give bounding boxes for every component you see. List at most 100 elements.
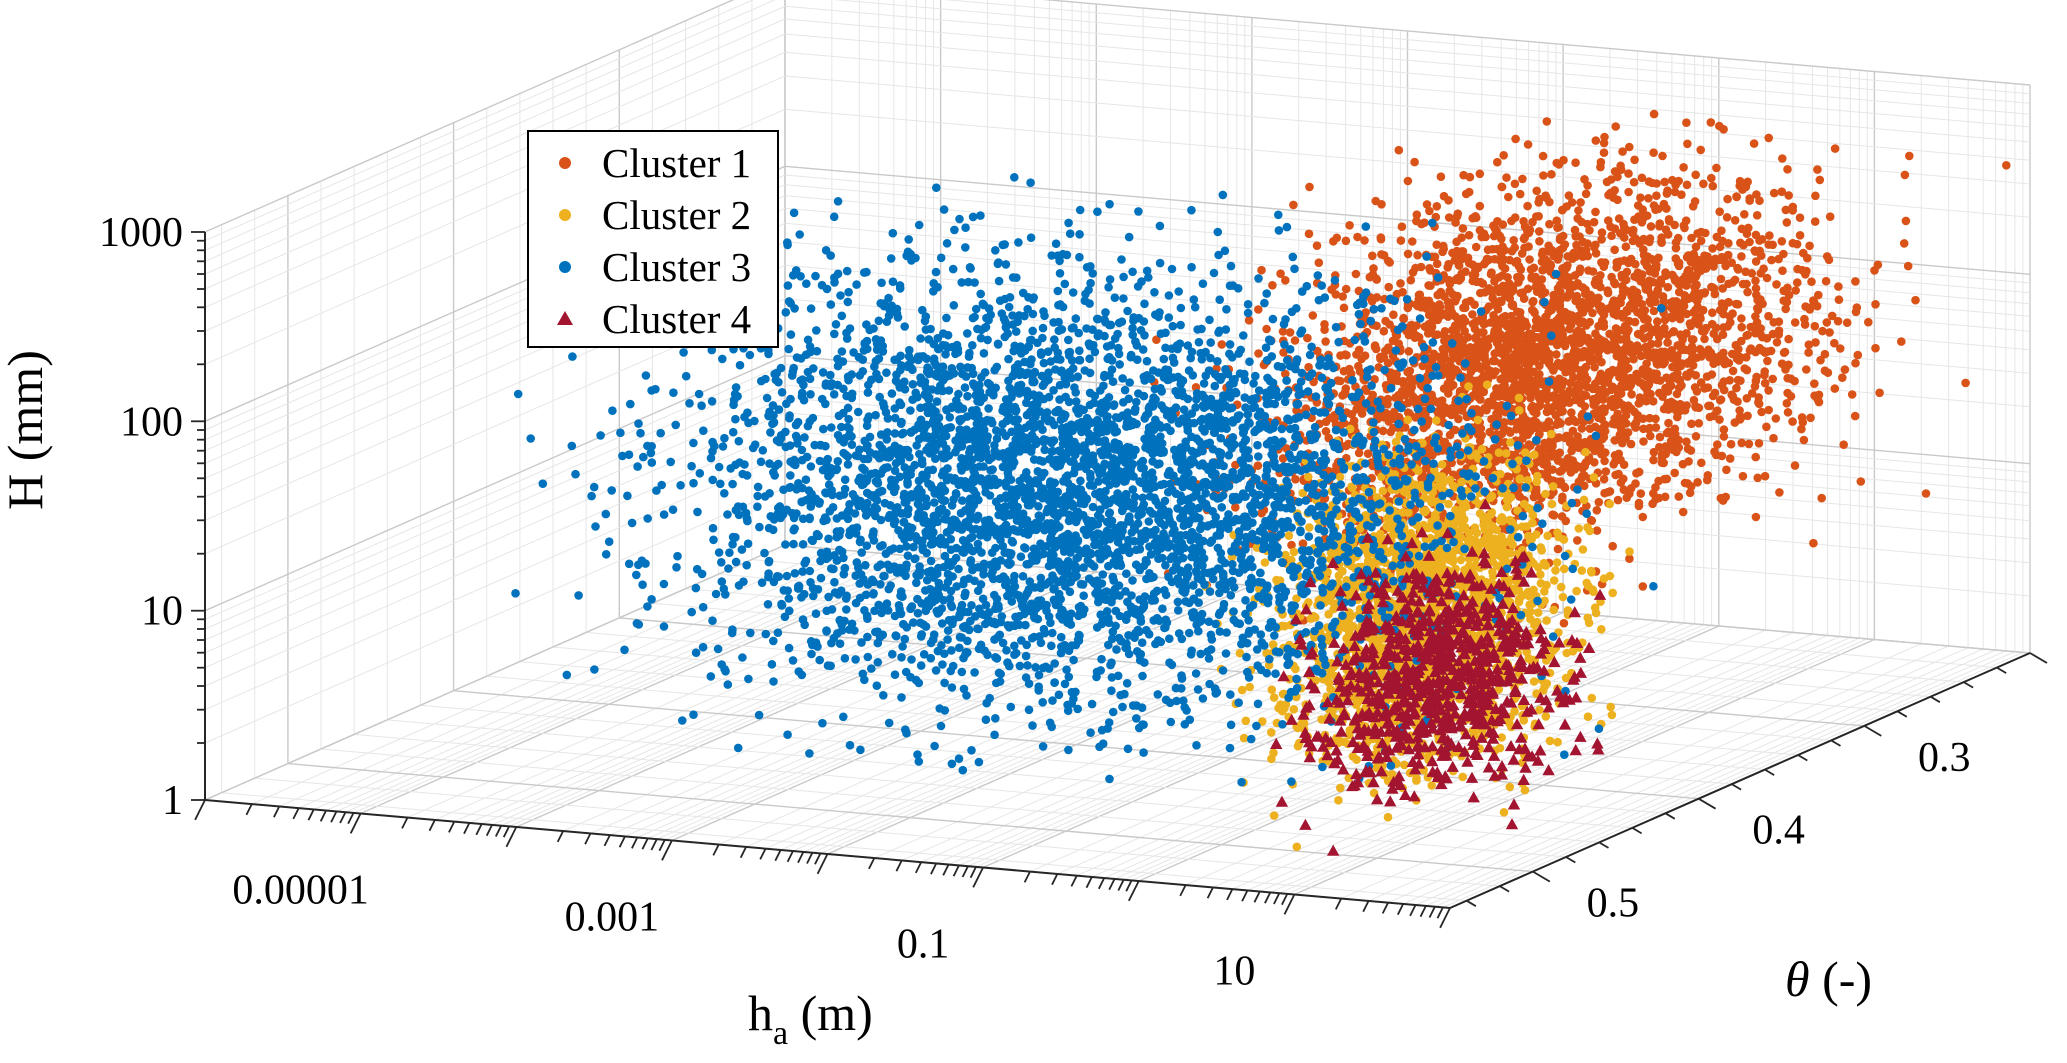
point-cluster-2 [1559, 535, 1569, 544]
gridline [944, 0, 2031, 95]
point-cluster-1 [1556, 419, 1565, 428]
point-cluster-1 [1537, 335, 1547, 345]
point-cluster-1 [1544, 307, 1553, 317]
point-cluster-1 [1727, 390, 1736, 400]
point-cluster-1 [1511, 338, 1521, 348]
point-cluster-1 [1807, 277, 1816, 287]
point-cluster-1 [1471, 212, 1480, 221]
point-cluster-2 [1241, 716, 1251, 726]
point-cluster-1 [1410, 157, 1419, 167]
point-cluster-1 [1781, 304, 1790, 314]
point-cluster-1 [1562, 202, 1571, 211]
point-cluster-1 [1834, 282, 1843, 291]
point-cluster-1 [1573, 536, 1582, 545]
point-cluster-1 [1756, 324, 1765, 333]
point-cluster-1 [1560, 483, 1570, 493]
point-cluster-1 [1638, 512, 1648, 522]
y-tick-mark [1565, 856, 1576, 864]
point-cluster-1 [1610, 301, 1619, 310]
point-cluster-1 [1834, 295, 1844, 305]
point-cluster-1 [1899, 239, 1909, 248]
point-cluster-1 [1642, 315, 1652, 325]
point-cluster-1 [1539, 355, 1548, 365]
point-cluster-1 [1676, 330, 1685, 339]
point-cluster-1 [1461, 189, 1471, 199]
gridline [1279, 637, 1860, 894]
point-cluster-1 [1610, 186, 1619, 195]
point-cluster-1 [1700, 384, 1709, 393]
point-cluster-1 [1824, 255, 1834, 265]
x-tick-mark [942, 864, 950, 876]
point-cluster-1 [1555, 467, 1565, 476]
point-cluster-1 [1630, 317, 1640, 327]
gridline [519, 661, 1765, 771]
point-cluster-1 [1531, 485, 1541, 495]
point-cluster-1 [1716, 395, 1726, 404]
point-cluster-1 [1474, 342, 1483, 351]
point-cluster-1 [1659, 458, 1668, 468]
point-cluster-1 [1662, 401, 1671, 411]
point-cluster-1 [1646, 222, 1656, 231]
point-cluster-1 [1576, 398, 1586, 408]
gridline [590, 577, 1171, 834]
point-cluster-1 [1279, 348, 1288, 357]
point-cluster-1 [1646, 290, 1656, 300]
point-cluster-1 [1405, 388, 1414, 398]
point-cluster-1 [1451, 218, 1460, 227]
point-cluster-1 [1647, 327, 1657, 337]
point-cluster-2 [1577, 566, 1587, 575]
point-cluster-1 [1633, 201, 1643, 210]
point-cluster-1 [1719, 425, 1729, 434]
gridline [336, 555, 917, 812]
point-cluster-1 [1726, 439, 1736, 449]
gridline [1340, 643, 1922, 900]
point-cluster-1 [1754, 439, 1764, 448]
point-cluster-1 [1403, 176, 1413, 186]
point-cluster-1 [1632, 341, 1642, 350]
point-cluster-1 [1454, 414, 1463, 424]
point-cluster-1 [1290, 336, 1300, 345]
point-cluster-2 [1477, 444, 1487, 454]
point-cluster-1 [1475, 226, 1485, 235]
point-cluster-1 [1752, 211, 1762, 220]
point-cluster-1 [1624, 403, 1634, 412]
point-cluster-1 [1625, 142, 1634, 152]
point-cluster-1 [1571, 158, 1580, 167]
point-cluster-1 [1644, 367, 1653, 376]
point-cluster-1 [1735, 413, 1745, 422]
point-cluster-1 [1399, 379, 1408, 389]
point-cluster-1 [1410, 333, 1420, 343]
x-tick-mark [349, 813, 362, 834]
point-cluster-1 [1493, 157, 1502, 167]
point-cluster-2 [1599, 574, 1609, 583]
point-cluster-1 [1554, 374, 1564, 384]
point-cluster-1 [1851, 358, 1860, 368]
point-cluster-2 [1549, 576, 1559, 585]
point-cluster-1 [1457, 233, 1466, 242]
point-cluster-1 [1558, 231, 1568, 241]
point-cluster-1 [1571, 390, 1580, 400]
point-cluster-2 [1558, 592, 1568, 602]
point-cluster-1 [1852, 303, 1862, 312]
point-cluster-1 [1738, 471, 1748, 481]
point-cluster-1 [1649, 455, 1658, 465]
point-cluster-1 [1561, 281, 1571, 290]
x-tick-mark [1381, 902, 1389, 914]
point-cluster-1 [1549, 290, 1558, 300]
point-cluster-1 [1779, 286, 1788, 296]
point-cluster-1 [1454, 276, 1464, 285]
point-cluster-1 [1830, 338, 1839, 348]
point-cluster-1 [1679, 221, 1689, 230]
point-cluster-1 [1670, 468, 1679, 478]
point-cluster-1 [1657, 449, 1667, 459]
x-tick-mark [774, 849, 782, 862]
point-cluster-1 [1648, 499, 1657, 509]
point-cluster-1 [1464, 230, 1474, 240]
point-cluster-1 [1354, 345, 1364, 355]
x-tick-mark [307, 808, 315, 821]
point-cluster-2 [1553, 737, 1562, 747]
point-cluster-1 [1658, 151, 1667, 161]
point-cluster-1 [1450, 312, 1460, 321]
point-cluster-1 [1709, 329, 1718, 339]
